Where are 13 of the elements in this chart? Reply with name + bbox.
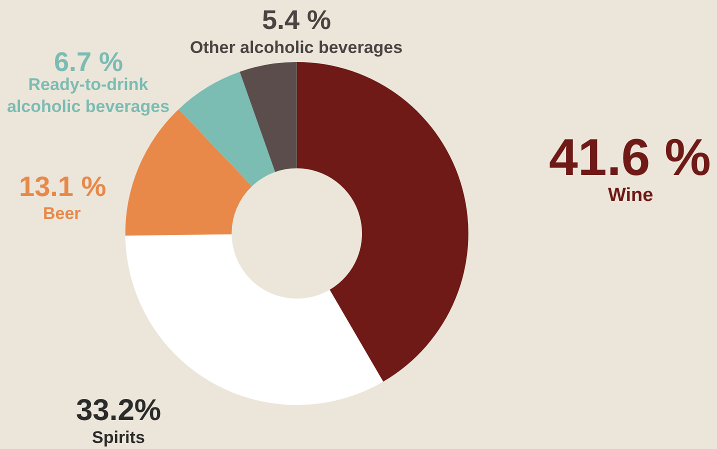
slice-label: Beer [43, 204, 82, 223]
donut-slice [296, 62, 468, 382]
slice-label: Spirits [92, 428, 145, 447]
data-label: 6.7 % [54, 47, 124, 77]
data-label: 13.1 % [19, 171, 106, 202]
data-label: 5.4 % [262, 5, 332, 35]
slice-label: Ready-to-drink alcoholic beverages [7, 75, 170, 116]
slice-label: Other alcoholic beverages [190, 38, 403, 57]
slice-label: Wine [608, 185, 654, 206]
data-label: 33.2% [76, 394, 162, 427]
donut-slice [240, 62, 297, 172]
data-label: 41.6 % [549, 129, 711, 187]
donut-slice [178, 72, 276, 186]
